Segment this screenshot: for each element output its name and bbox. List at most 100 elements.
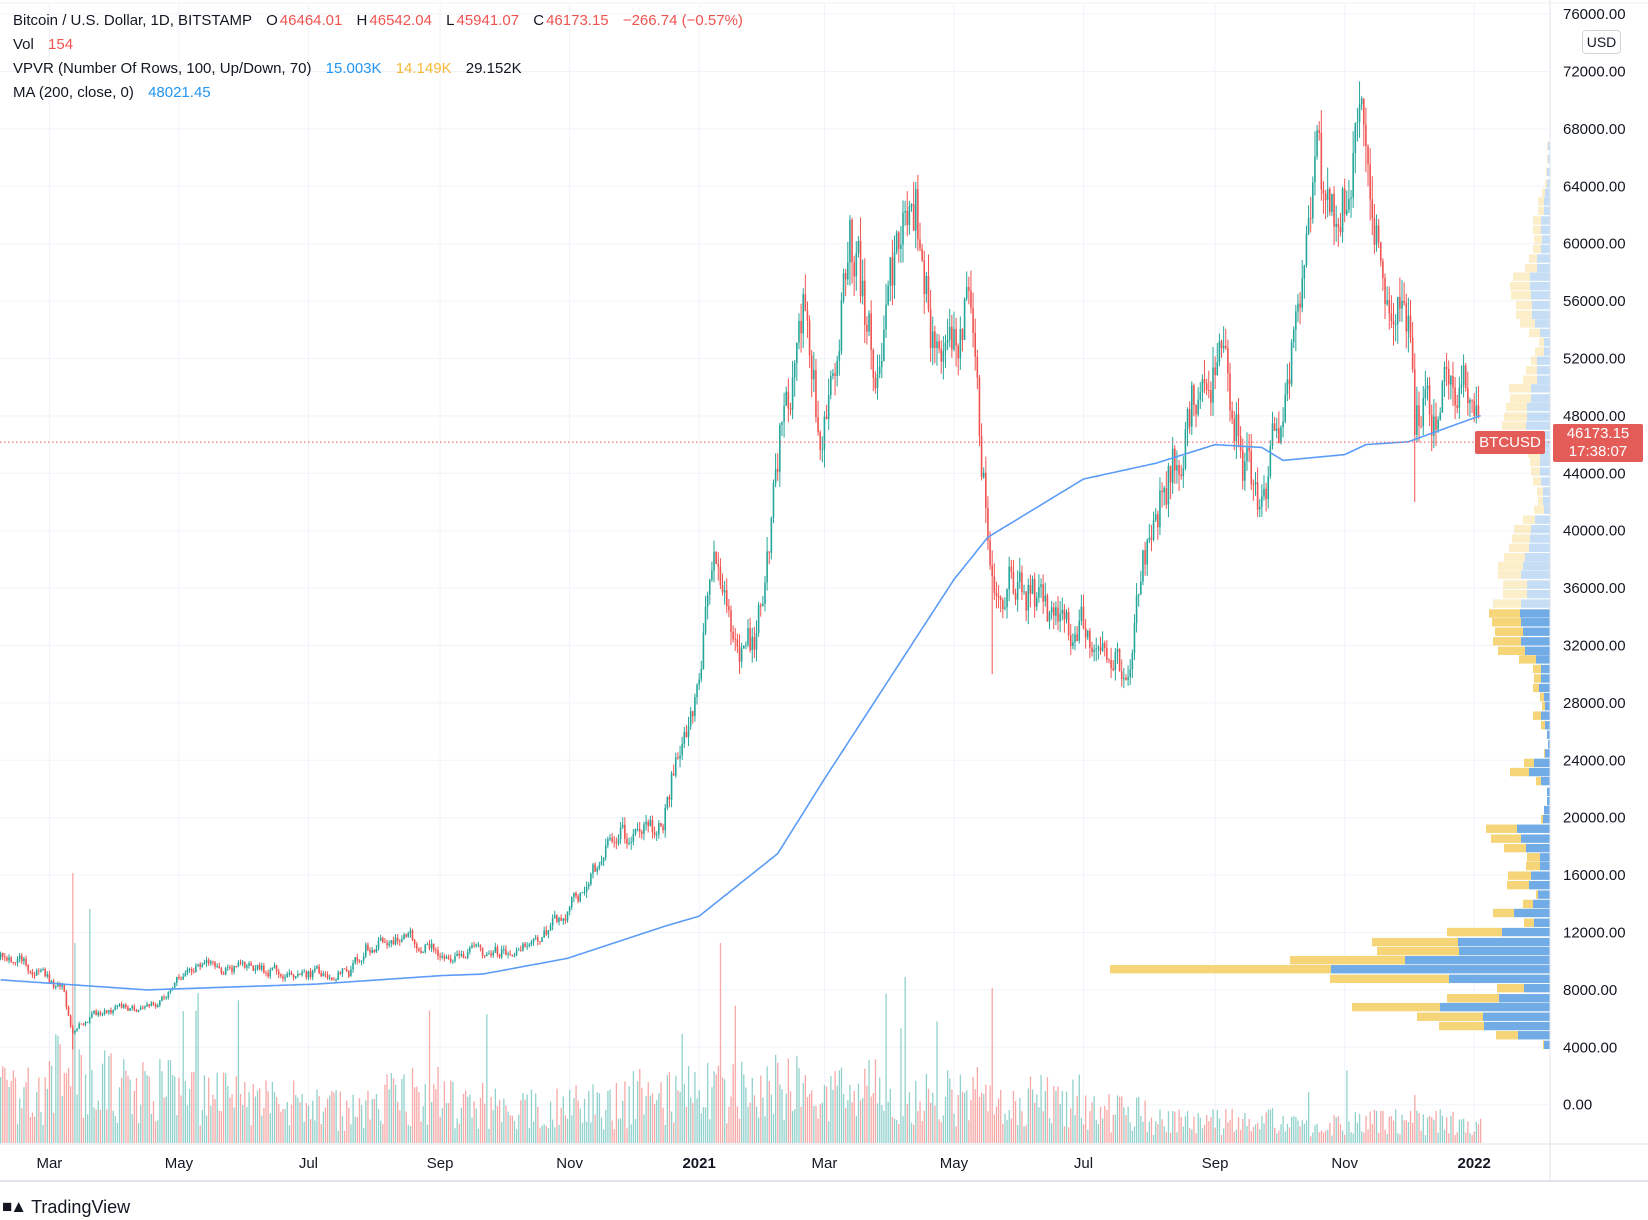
- volume-bar: [163, 1097, 165, 1143]
- candle-up: [475, 944, 478, 947]
- candle-up: [146, 1004, 148, 1007]
- volume-bar: [1208, 1121, 1210, 1143]
- candle-up: [1197, 399, 1199, 415]
- time-tick-label: Nov: [1331, 1155, 1358, 1172]
- volume-legend[interactable]: Vol 154: [13, 36, 75, 54]
- volume-bar: [1443, 1129, 1446, 1143]
- candle-down: [1091, 647, 1093, 653]
- volume-bar: [1254, 1124, 1257, 1143]
- vpvr-up-bar: [1540, 861, 1550, 871]
- volume-bar: [764, 1116, 766, 1143]
- volume-bar: [1097, 1124, 1100, 1143]
- volume-bar: [87, 1114, 89, 1143]
- volume-bar: [1465, 1132, 1467, 1143]
- volume-bar: [1267, 1109, 1269, 1143]
- candle-down: [367, 944, 369, 951]
- tradingview-branding[interactable]: ■▲ TradingView: [2, 1196, 130, 1218]
- volume-bar: [1148, 1121, 1151, 1143]
- vpvr-up-bar: [1544, 206, 1550, 216]
- candle-up: [88, 1017, 91, 1023]
- vpvr-down-bar: [1541, 814, 1543, 824]
- volume-bar: [1348, 1121, 1350, 1143]
- volume-bar: [1102, 1118, 1104, 1143]
- volume-bar: [596, 1092, 598, 1143]
- candle-down: [819, 432, 821, 450]
- candle-up: [16, 959, 19, 963]
- volume-bar: [356, 1117, 358, 1143]
- candle-up: [838, 351, 841, 361]
- volume-bar: [1333, 1115, 1335, 1143]
- candle-down: [921, 248, 923, 261]
- candle-up: [857, 240, 860, 253]
- time-tick-label: Sep: [427, 1155, 454, 1172]
- volume-bar: [1299, 1126, 1301, 1143]
- candle-up: [885, 304, 887, 330]
- candle-down: [1118, 649, 1121, 672]
- volume-bar: [537, 1106, 539, 1143]
- volume-bar: [19, 1098, 21, 1143]
- volume-bar: [985, 1084, 987, 1143]
- time-axis[interactable]: Mar May Jul Sep Nov 2021 Mar May Jul Sep Nov 2022: [36, 1155, 1490, 1172]
- candle-up: [445, 956, 448, 959]
- candle-down: [934, 331, 936, 348]
- volume-bar: [1433, 1119, 1435, 1143]
- volume-bar: [766, 1066, 768, 1143]
- candle-down: [69, 1015, 72, 1027]
- volume-bar: [724, 1079, 726, 1143]
- volume-bar: [1409, 1110, 1412, 1143]
- volume-value: 154: [48, 36, 74, 53]
- candle-down: [299, 974, 301, 975]
- volume-bar: [1303, 1123, 1306, 1143]
- candle-down: [613, 841, 616, 843]
- candle-down: [730, 610, 732, 633]
- candle-up: [84, 1022, 87, 1025]
- volume-bar: [1331, 1135, 1333, 1143]
- volume-bar: [484, 1103, 486, 1143]
- candle-down: [985, 472, 987, 508]
- price-tick-label: 44000.00: [1563, 465, 1626, 482]
- vpvr-down-bar: [1504, 553, 1525, 562]
- candle-down: [647, 821, 649, 827]
- volume-bar: [188, 1088, 191, 1143]
- price-axis[interactable]: 0.004000.008000.0012000.0016000.0020000.…: [1563, 6, 1626, 1114]
- candle-down: [133, 1006, 136, 1011]
- volume-bar: [1358, 1114, 1361, 1143]
- price-tick-label: 56000.00: [1563, 293, 1626, 310]
- vpvr-legend[interactable]: VPVR (Number Of Rows, 100, Up/Down, 70) …: [13, 60, 524, 78]
- volume-bar: [772, 1114, 775, 1143]
- candle-down: [392, 940, 395, 945]
- candle-up: [303, 971, 306, 973]
- candle-up: [335, 979, 337, 981]
- volume-bar: [242, 1104, 244, 1143]
- currency-badge[interactable]: USD: [1582, 30, 1621, 54]
- volume-bar: [116, 1122, 119, 1143]
- volume-bar: [1159, 1109, 1161, 1143]
- volume-bar: [25, 1082, 27, 1143]
- ma-legend[interactable]: MA (200, close, 0) 48021.45: [13, 84, 213, 102]
- volume-bar: [314, 1120, 316, 1143]
- candle-up: [1356, 122, 1359, 124]
- candle-down: [20, 955, 23, 962]
- candle-up: [1348, 199, 1350, 210]
- symbol-legend[interactable]: Bitcoin / U.S. Dollar, 1D, BITSTAMP O 464…: [13, 12, 745, 30]
- candle-down: [324, 973, 327, 975]
- volume-bar: [1274, 1127, 1276, 1143]
- time-tick-label: Mar: [36, 1155, 62, 1172]
- volume-bar: [1085, 1095, 1087, 1143]
- volume-bar: [235, 1076, 237, 1143]
- candle-down: [44, 969, 46, 977]
- vpvr-down-bar: [1510, 767, 1529, 777]
- volume-bar: [246, 1107, 248, 1143]
- vpvr-up-bar: [1547, 787, 1550, 797]
- vpvr-down-bar: [1417, 1012, 1483, 1021]
- candle-down: [970, 290, 972, 309]
- volume-bar: [1027, 1088, 1029, 1143]
- volume-bar: [972, 1077, 974, 1143]
- candle-down: [192, 971, 195, 973]
- volume-bar: [1363, 1132, 1365, 1143]
- volume-bar: [1450, 1115, 1452, 1143]
- candle-up: [1424, 389, 1427, 399]
- volume-bar: [594, 1114, 596, 1143]
- candle-up: [757, 605, 760, 634]
